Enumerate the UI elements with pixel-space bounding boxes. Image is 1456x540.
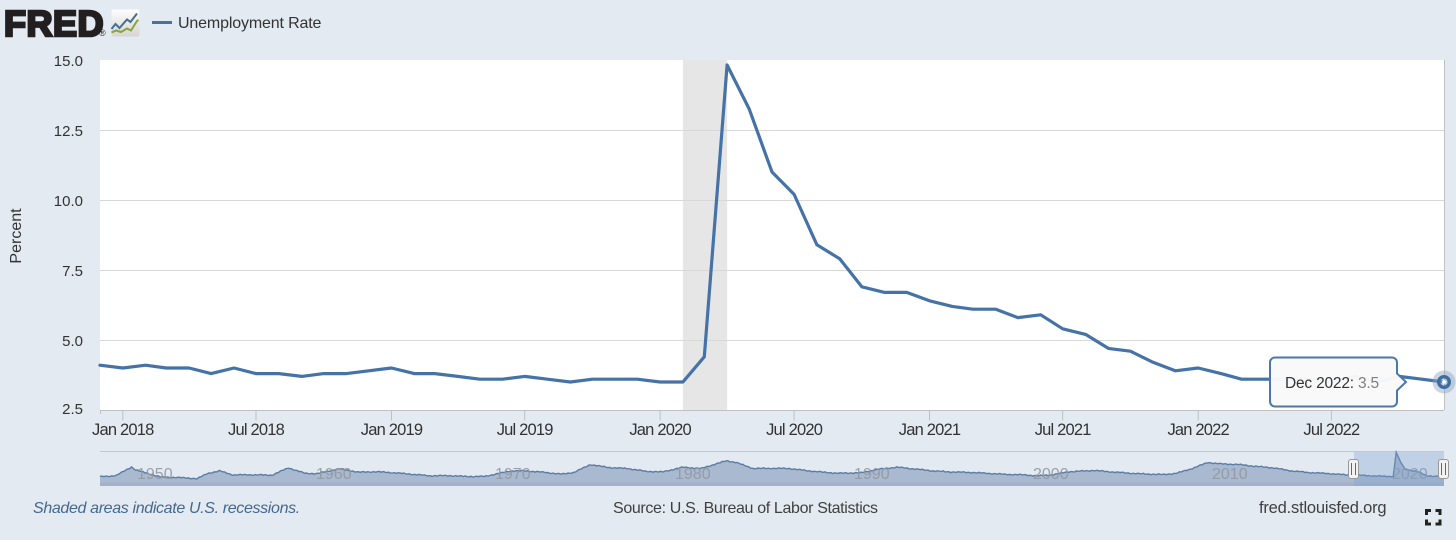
- svg-text:Jan 2020: Jan 2020: [629, 421, 691, 439]
- svg-text:Jan 2018: Jan 2018: [92, 421, 154, 439]
- svg-text:2.5: 2.5: [62, 401, 83, 418]
- svg-text:®: ®: [99, 28, 106, 38]
- svg-text:1950: 1950: [137, 466, 173, 483]
- svg-text:2020: 2020: [1392, 466, 1428, 483]
- svg-text:Jan 2019: Jan 2019: [361, 421, 423, 439]
- svg-text:Dec 2022: 3.5: Dec 2022: 3.5: [1285, 375, 1379, 392]
- svg-text:Source: U.S. Bureau of Labor S: Source: U.S. Bureau of Labor Statistics: [613, 500, 878, 517]
- svg-text:2010: 2010: [1212, 466, 1248, 483]
- svg-text:Jul 2019: Jul 2019: [497, 421, 554, 439]
- svg-text:Shaded areas indicate U.S. rec: Shaded areas indicate U.S. recessions.: [33, 500, 300, 517]
- svg-text:15.0: 15.0: [54, 53, 83, 70]
- svg-text:Jul 2020: Jul 2020: [766, 421, 823, 439]
- svg-text:1980: 1980: [675, 466, 711, 483]
- svg-text:1970: 1970: [495, 466, 531, 483]
- svg-text:2000: 2000: [1033, 466, 1069, 483]
- svg-text:fred.stlouisfed.org: fred.stlouisfed.org: [1259, 499, 1386, 517]
- svg-text:Jul 2021: Jul 2021: [1035, 421, 1092, 439]
- svg-text:Jul 2018: Jul 2018: [228, 421, 285, 439]
- svg-text:1960: 1960: [316, 466, 352, 483]
- svg-text:12.5: 12.5: [54, 123, 83, 140]
- svg-text:7.5: 7.5: [62, 263, 83, 280]
- svg-text:Jul 2022: Jul 2022: [1303, 421, 1360, 439]
- svg-text:1990: 1990: [854, 466, 890, 483]
- svg-text:10.0: 10.0: [54, 193, 83, 210]
- svg-text:Jan 2022: Jan 2022: [1167, 421, 1229, 439]
- svg-text:5.0: 5.0: [62, 333, 83, 350]
- svg-text:Jan 2021: Jan 2021: [899, 421, 961, 439]
- svg-text:Unemployment Rate: Unemployment Rate: [178, 15, 322, 32]
- svg-text:FRED: FRED: [4, 3, 104, 44]
- svg-text:Percent: Percent: [8, 208, 25, 264]
